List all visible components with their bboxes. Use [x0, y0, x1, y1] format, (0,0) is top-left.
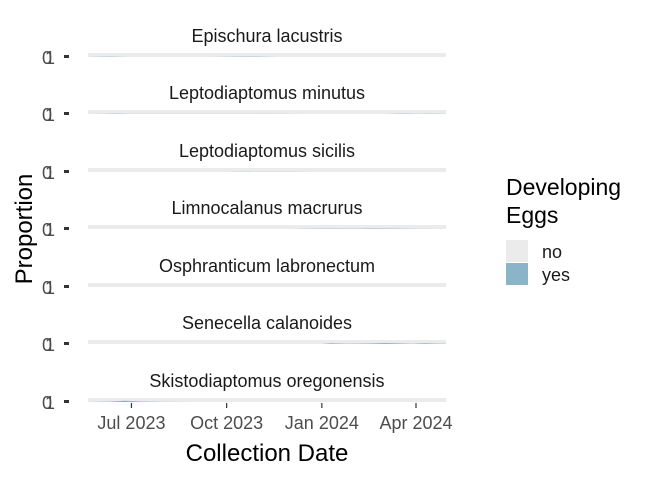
legend-label-yes: yes — [542, 265, 570, 285]
facet-panel: Limnocalanus macrurus 01 — [42, 198, 446, 240]
area-no — [88, 340, 446, 344]
y-tick-label: 0 — [42, 393, 52, 413]
legend: Developing Eggs no yes — [506, 174, 621, 285]
area-no — [88, 398, 446, 402]
facet-panel: Osphranticum labronectum 01 — [42, 256, 446, 298]
x-tick-label: Jan 2024 — [285, 413, 359, 433]
facet-strip-label: Skistodiaptomus oregonensis — [149, 371, 384, 391]
facet-panel: Skistodiaptomus oregonensis 01 — [42, 371, 446, 413]
legend-label-no: no — [542, 242, 562, 262]
x-axis: Jul 2023 Oct 2023 Jan 2024 Apr 2024 — [97, 403, 453, 433]
facet-strip-label: Senecella calanoides — [182, 313, 352, 333]
x-tick-label: Apr 2024 — [379, 413, 452, 433]
y-tick-label: 1 — [45, 220, 55, 240]
facet-panel: Senecella calanoides 01 — [42, 313, 446, 355]
area-no — [88, 110, 446, 114]
x-tick-label: Jul 2023 — [97, 413, 165, 433]
y-axis-title: Proportion — [11, 174, 38, 285]
facet-strip-label: Osphranticum labronectum — [159, 256, 375, 276]
y-tick-label: 0 — [42, 278, 52, 298]
y-tick-label: 0 — [42, 335, 52, 355]
legend-key-no — [506, 240, 528, 262]
facet-panel: Epischura lacustris 01 — [42, 26, 446, 68]
area-yes — [88, 400, 446, 402]
y-tick-label: 0 — [42, 220, 52, 240]
area-no — [88, 53, 446, 57]
y-tick-label: 1 — [45, 278, 55, 298]
facet-strip-label: Leptodiaptomus minutus — [169, 83, 365, 103]
facet-strip-label: Leptodiaptomus sicilis — [179, 141, 355, 161]
area-no — [88, 283, 446, 287]
area-no — [88, 225, 446, 229]
y-tick-label: 0 — [42, 48, 52, 68]
x-tick-label: Oct 2023 — [190, 413, 263, 433]
facet-strip-label: Epischura lacustris — [191, 26, 342, 46]
y-tick-label: 0 — [42, 105, 52, 125]
y-tick-label: 1 — [45, 48, 55, 68]
area-no — [88, 168, 446, 172]
area-yes — [88, 343, 446, 344]
y-tick-label: 1 — [45, 335, 55, 355]
legend-title-line-2: Eggs — [506, 202, 558, 228]
y-tick-label: 0 — [42, 163, 52, 183]
y-tick-label: 1 — [45, 163, 55, 183]
legend-title-line-1: Developing — [506, 174, 621, 200]
y-tick-label: 1 — [45, 105, 55, 125]
y-tick-label: 1 — [45, 393, 55, 413]
facet-panel: Leptodiaptomus minutus 01 — [42, 83, 446, 125]
facet-panel: Leptodiaptomus sicilis 01 — [42, 141, 446, 183]
legend-key-yes — [506, 263, 528, 285]
facet-strip-label: Limnocalanus macrurus — [171, 198, 362, 218]
x-axis-title: Collection Date — [186, 440, 349, 467]
